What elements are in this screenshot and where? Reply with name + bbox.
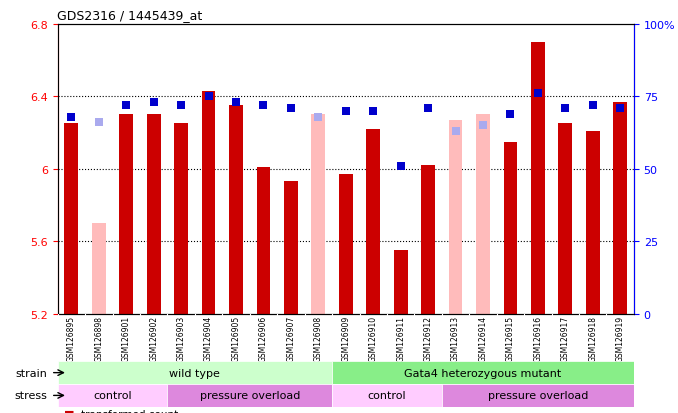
Text: GDS2316 / 1445439_at: GDS2316 / 1445439_at <box>57 9 202 22</box>
Bar <box>147 115 161 314</box>
Bar <box>64 124 78 314</box>
Bar <box>119 115 133 314</box>
Point <box>587 102 598 109</box>
Bar <box>311 115 325 314</box>
Point <box>148 100 159 106</box>
Text: Gata4 heterozygous mutant: Gata4 heterozygous mutant <box>404 368 561 378</box>
Point <box>395 163 406 170</box>
Text: pressure overload: pressure overload <box>487 390 588 401</box>
Bar <box>586 131 599 314</box>
Bar <box>284 182 298 314</box>
Point <box>422 105 433 112</box>
Text: stress: stress <box>15 390 47 401</box>
Bar <box>256 168 271 314</box>
Bar <box>442 384 634 407</box>
Point <box>532 91 543 97</box>
Bar <box>332 384 442 407</box>
Bar <box>174 124 188 314</box>
Point <box>505 111 516 118</box>
Bar <box>202 92 216 314</box>
Point <box>450 128 461 135</box>
Text: pressure overload: pressure overload <box>199 390 300 401</box>
Point <box>231 100 241 106</box>
Point <box>367 108 378 115</box>
Text: wild type: wild type <box>170 368 220 378</box>
Bar <box>614 102 627 314</box>
Bar <box>394 251 407 314</box>
Bar <box>167 384 332 407</box>
Point <box>203 94 214 100</box>
Point <box>340 108 351 115</box>
Bar <box>332 361 634 384</box>
Text: strain: strain <box>16 368 47 378</box>
Point <box>285 105 296 112</box>
Bar <box>421 166 435 314</box>
Point <box>615 105 626 112</box>
Bar <box>449 121 462 314</box>
Bar <box>58 384 167 407</box>
Point <box>66 114 77 121</box>
Bar <box>559 124 572 314</box>
Bar <box>476 115 490 314</box>
Bar <box>92 223 106 314</box>
Text: ■: ■ <box>64 409 75 413</box>
Point <box>477 123 488 129</box>
Bar <box>531 43 544 314</box>
Bar <box>504 142 517 314</box>
Point <box>258 102 269 109</box>
Point <box>94 120 104 126</box>
Text: control: control <box>93 390 132 401</box>
Point <box>313 114 324 121</box>
Text: control: control <box>367 390 406 401</box>
Bar <box>339 175 353 314</box>
Point <box>121 102 132 109</box>
Bar <box>366 130 380 314</box>
Point <box>176 102 186 109</box>
Bar <box>229 106 243 314</box>
Bar <box>58 361 332 384</box>
Text: transformed count: transformed count <box>81 409 178 413</box>
Point <box>560 105 571 112</box>
